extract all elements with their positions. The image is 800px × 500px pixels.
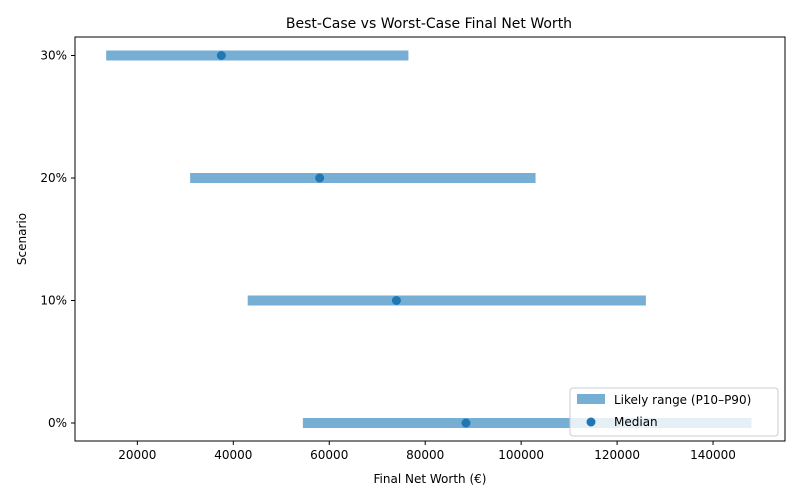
- median-point: [216, 51, 226, 60]
- chart-title: Best-Case vs Worst-Case Final Net Worth: [286, 16, 572, 32]
- range-bar: [247, 295, 646, 306]
- legend-range-swatch: [577, 394, 605, 404]
- legend-box: [569, 387, 779, 437]
- plot-area: [74, 36, 786, 442]
- x-tick-label: 20000: [118, 448, 156, 462]
- y-tick-label: 30%: [40, 49, 67, 63]
- median-point: [391, 296, 401, 305]
- x-tick-label: 40000: [214, 448, 252, 462]
- legend: Likely range (P10–P90) Median: [569, 387, 779, 437]
- x-tick-label: 120000: [594, 448, 640, 462]
- range-bar: [106, 50, 409, 61]
- x-tick-label: 100000: [498, 448, 544, 462]
- y-tick-label: 20%: [40, 171, 67, 185]
- median-point: [315, 173, 325, 183]
- median-point: [461, 418, 471, 428]
- range-bar: [190, 173, 536, 183]
- plot-marks: [106, 50, 752, 428]
- legend-range-label: Likely range (P10–P90): [614, 393, 751, 407]
- legend-median-marker: [586, 417, 596, 427]
- x-axis-title: Final Net Worth (€): [374, 472, 487, 486]
- x-tick-label: 140000: [690, 448, 736, 462]
- x-tick-label: 60000: [310, 448, 348, 462]
- x-axis: 20000 40000 60000 80000 100000 120000 140000: [118, 441, 736, 462]
- range-bar: [302, 418, 752, 428]
- legend-median-label: Median: [614, 415, 658, 429]
- y-axis-title: Scenario: [15, 213, 29, 265]
- y-tick-label: 10%: [40, 294, 67, 308]
- y-tick-label: 0%: [48, 416, 67, 430]
- y-axis: 0% 10% 20% 30%: [40, 49, 75, 430]
- x-tick-label: 80000: [406, 448, 444, 462]
